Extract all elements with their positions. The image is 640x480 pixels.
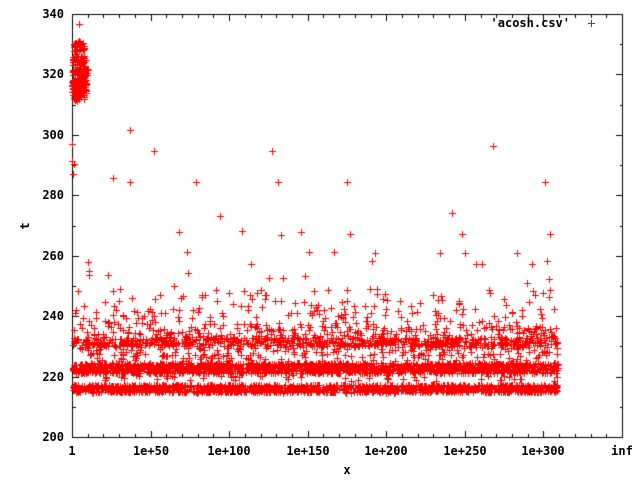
x-tick-label: 1 (68, 444, 76, 458)
x-tick-label: inf (611, 444, 633, 458)
x-axis-title: x (343, 463, 351, 477)
legend-entry-label: 'acosh.csv' (490, 16, 570, 30)
y-tick-label: 260 (42, 249, 64, 263)
legend-plus-marker-icon (588, 20, 595, 27)
x-tick-label: 1e+250 (443, 444, 487, 458)
y-tick-label: 300 (42, 128, 64, 142)
y-tick-label: 220 (42, 370, 64, 384)
y-tick-label: 340 (42, 7, 64, 21)
x-tick-label: 1e+300 (521, 444, 565, 458)
y-tick-label: 240 (42, 309, 64, 323)
y-tick-label: 320 (42, 67, 64, 81)
x-tick-label: 1e+50 (132, 444, 170, 458)
x-tick-label: 1e+100 (207, 444, 251, 458)
x-tick-label: 1e+200 (364, 444, 408, 458)
x-tick-label: 1e+150 (286, 444, 330, 458)
y-tick-label: 200 (42, 430, 64, 444)
y-axis-title: t (18, 222, 32, 230)
y-tick-label: 280 (42, 188, 64, 202)
